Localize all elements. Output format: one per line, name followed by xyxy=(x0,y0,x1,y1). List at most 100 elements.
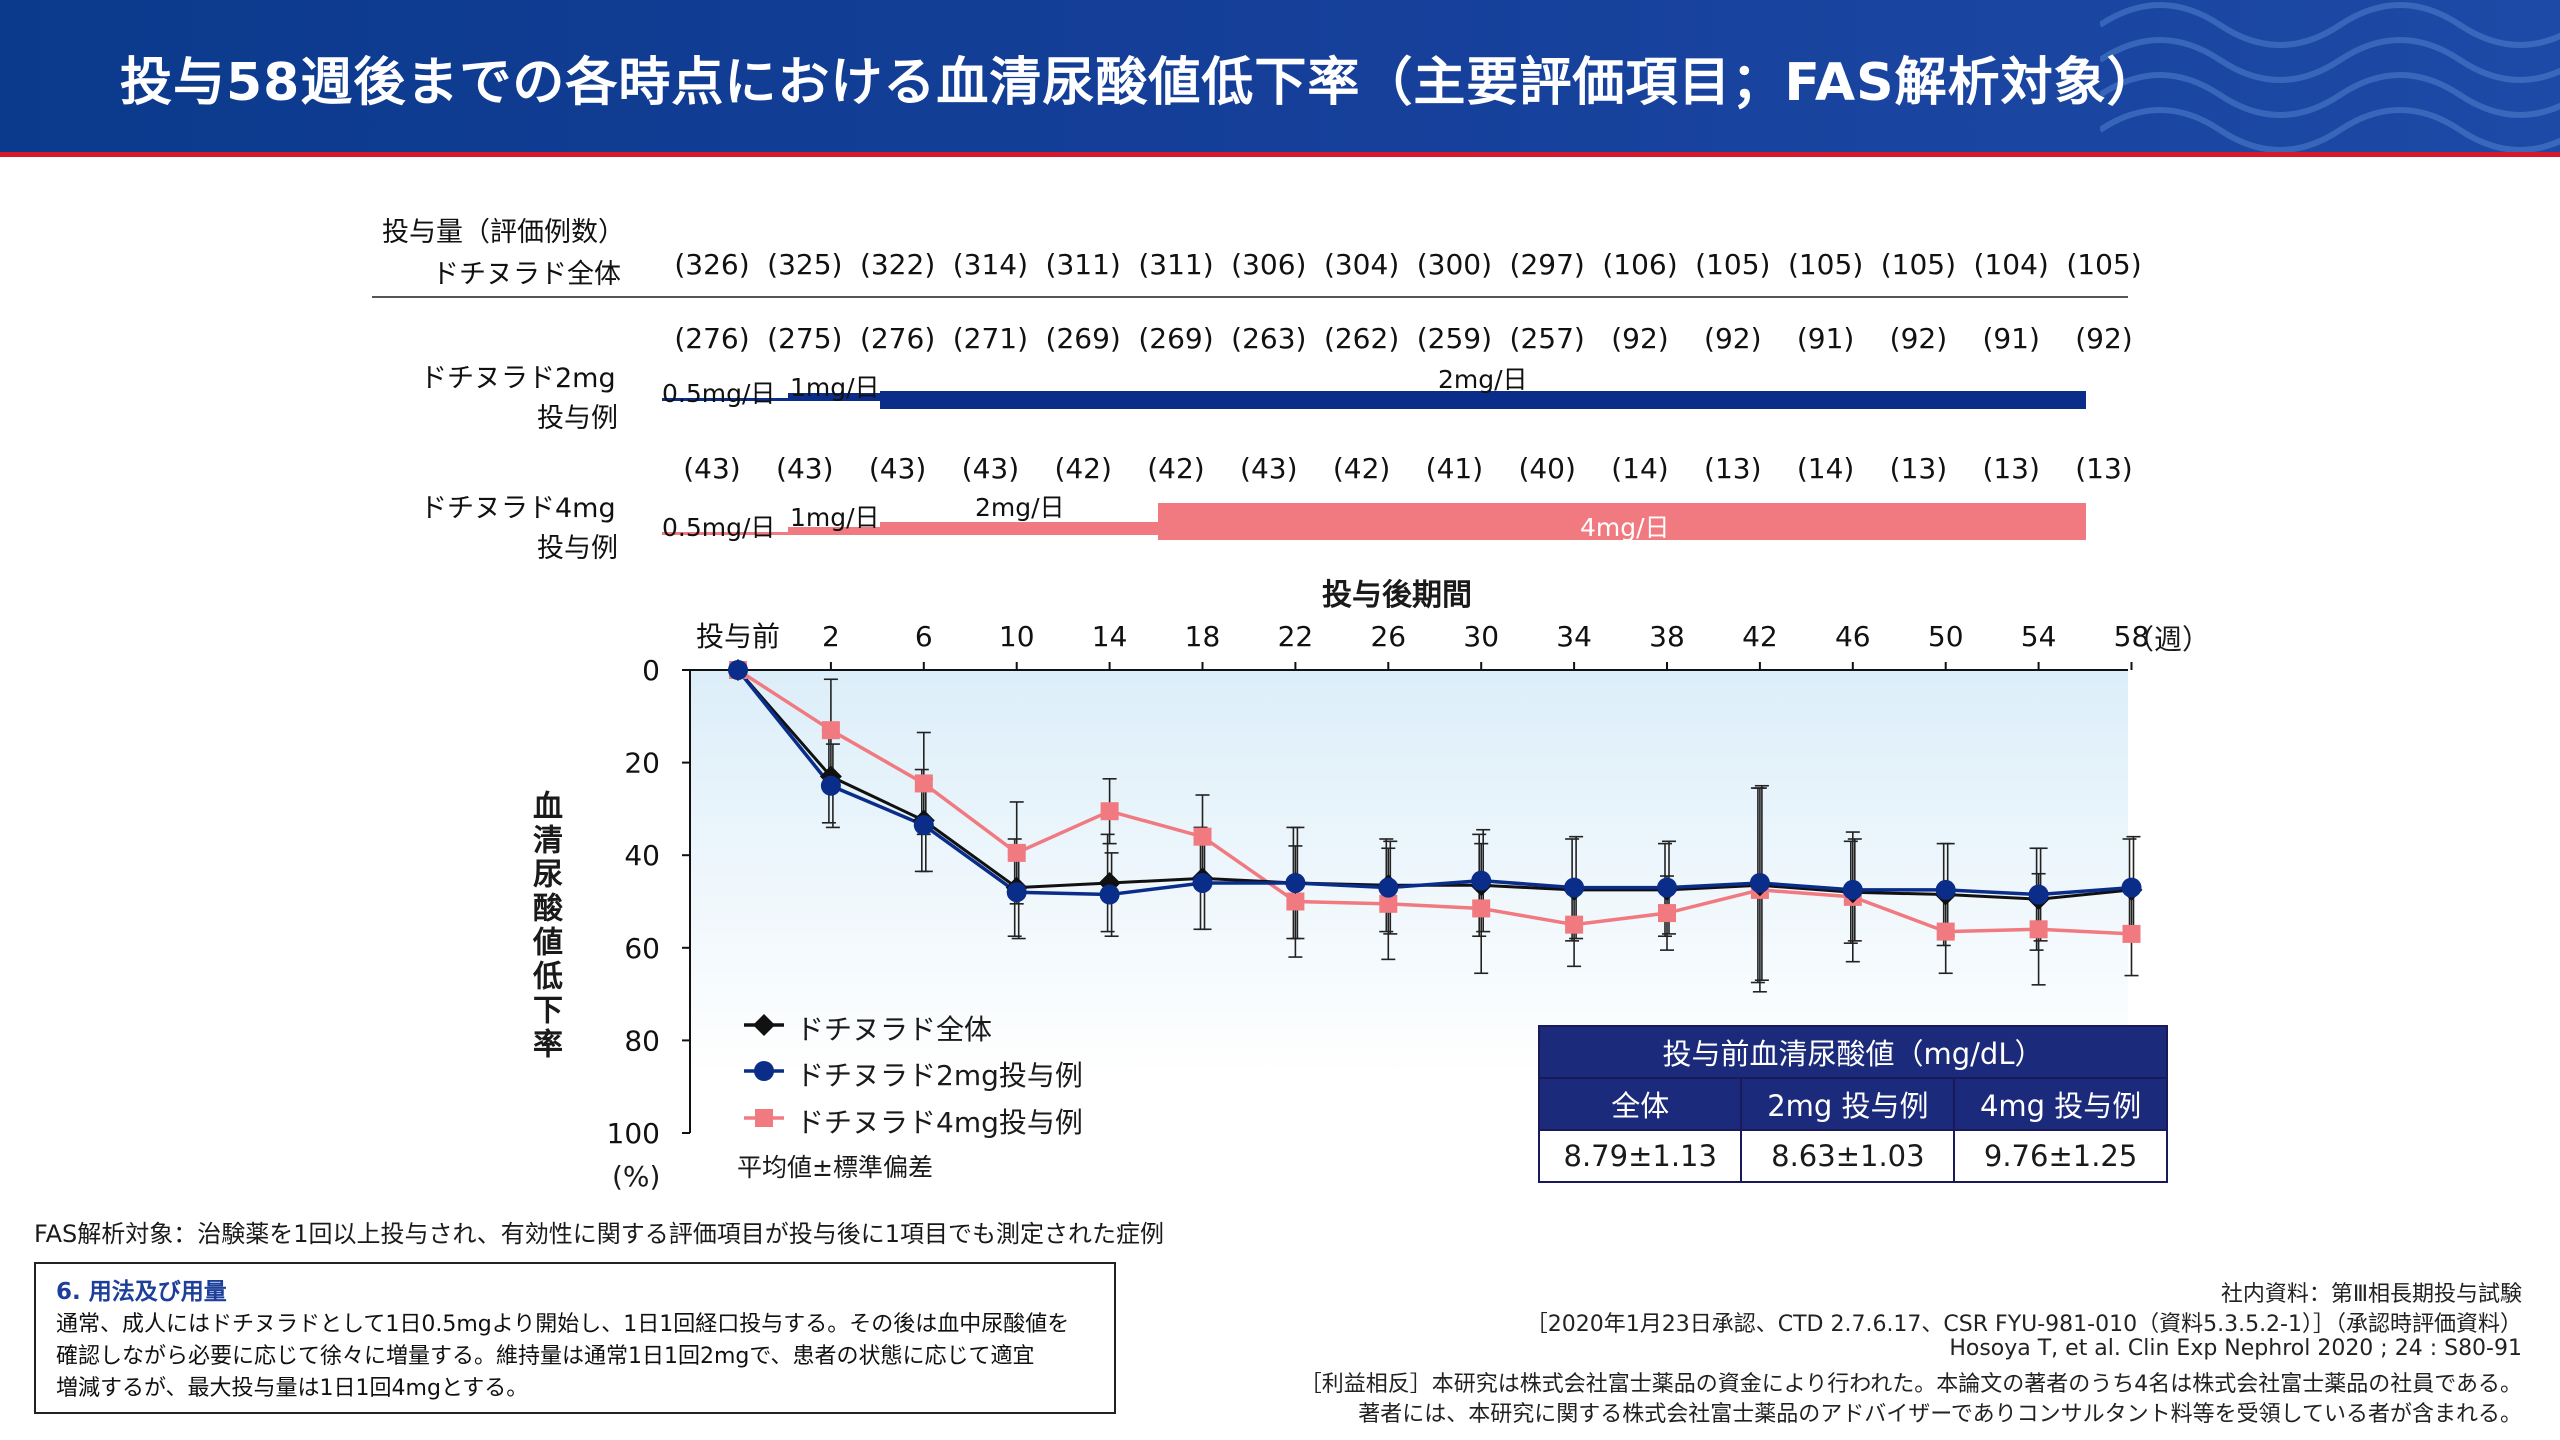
n-count-dose4: (42) xyxy=(1147,452,1205,485)
n-count-dose4: (43) xyxy=(683,452,741,485)
series-line-1 xyxy=(736,668,2132,897)
n-count-dose2: (275) xyxy=(767,322,843,355)
dose2-bar-1 xyxy=(788,393,880,401)
dose4-bar-label-2: 2mg/日 xyxy=(975,493,1065,522)
plot-background xyxy=(690,670,2128,1078)
fas-note: FAS解析対象：治験薬を1回以上投与され、有効性に関する評価項目が投与後に1項目… xyxy=(34,1220,1165,1248)
x-tick-label: 18 xyxy=(1185,620,1221,653)
reference-line: ［利益相反］本研究は株式会社富士薬品の資金により行われた。本論文の著者のうち4名… xyxy=(1299,1372,2522,1397)
data-point-2 xyxy=(914,774,933,793)
n-count-all: (105) xyxy=(1787,248,1864,281)
n-count-dose4: (40) xyxy=(1518,452,1576,485)
data-point-1 xyxy=(1378,877,1399,898)
y-axis-title: 血清尿酸値低下率 xyxy=(527,790,562,1062)
data-point-1 xyxy=(728,660,748,680)
n-table-header-line1: 投与量（評価例数） xyxy=(382,217,625,248)
reference-line: 著者には、本研究に関する株式会社富士薬品のアドバイザーでありコンサルタント料等を… xyxy=(1358,1402,2522,1427)
x-tick-label: 投与前 xyxy=(696,620,780,653)
n-count-dose2: (259) xyxy=(1416,322,1493,355)
dose2-label-line2: 投与例 xyxy=(537,403,618,434)
data-point-1 xyxy=(1657,877,1677,898)
n-count-dose4: (42) xyxy=(1332,452,1391,485)
n-count-dose4: (43) xyxy=(868,452,927,485)
n-count-all: (311) xyxy=(1138,248,1214,281)
data-point-1 xyxy=(1192,872,1213,893)
legend-label-all: ドチヌラド全体 xyxy=(796,1013,993,1046)
reference-line: 社内資料：第Ⅲ相長期投与試験 xyxy=(2220,1282,2522,1307)
n-count-all: (105) xyxy=(1880,248,1957,281)
data-point-1 xyxy=(1285,872,1306,893)
data-point-2 xyxy=(821,721,840,740)
y-axis-unit: (%) xyxy=(612,1160,661,1193)
n-count-all: (105) xyxy=(2066,248,2142,281)
x-tick-label: 34 xyxy=(1556,620,1592,653)
n-count-all: (314) xyxy=(952,248,1029,281)
n-count-all: (106) xyxy=(1602,248,1678,281)
dose2-bar-05 xyxy=(662,398,788,401)
n-count-dose2: (92) xyxy=(1889,322,1948,355)
n-count-dose4: (13) xyxy=(1704,452,1762,485)
n-count-dose4: (13) xyxy=(1982,452,2040,485)
dose4-bar-label-05: 0.5mg/日 xyxy=(662,513,776,542)
y-tick-label: 0 xyxy=(642,654,660,687)
dose2-bar-label-2: 2mg/日 xyxy=(1438,365,1528,394)
n-count-dose2: (271) xyxy=(952,322,1029,355)
n-count-dose4: (41) xyxy=(1425,452,1484,485)
data-point-1 xyxy=(1471,870,1492,891)
n-count-dose2: (269) xyxy=(1138,322,1214,355)
y-tick-label: 20 xyxy=(624,747,660,780)
dosage-line: 通常、成人にはドチヌラドとして1日0.5mgより開始し、1日1回経口投与する。そ… xyxy=(56,1312,1070,1337)
data-point-1 xyxy=(1749,872,1770,893)
n-count-all: (306) xyxy=(1231,248,1307,281)
n-count-all: (300) xyxy=(1416,248,1493,281)
dosage-line: 確認しながら必要に応じて徐々に増量する。維持量は通常1日1回2mgで、患者の状態… xyxy=(56,1344,1035,1369)
y-tick-label: 80 xyxy=(624,1024,660,1057)
n-count-dose2: (92) xyxy=(1704,322,1762,355)
y-tick-label: 100 xyxy=(607,1117,660,1150)
n-count-dose2: (263) xyxy=(1231,322,1307,355)
dose4-bar-4 xyxy=(1158,503,2086,540)
reference-line: ［2020年1月23日承認、CTD 2.7.6.17、CSR FYU-981-0… xyxy=(1525,1312,2522,1337)
n-count-dose2: (276) xyxy=(674,322,750,355)
n-count-all: (105) xyxy=(1695,248,1771,281)
n-count-dose4: (43) xyxy=(776,452,834,485)
n-count-dose2: (91) xyxy=(1982,322,2040,355)
data-point-1 xyxy=(1006,882,1027,903)
data-point-1 xyxy=(820,775,841,796)
dose4-label-line2: 投与例 xyxy=(537,533,618,564)
x-tick-label: 38 xyxy=(1649,620,1685,653)
x-tick-label: 6 xyxy=(915,620,933,653)
dosage-title: 6. 用法及び用量 xyxy=(56,1279,227,1305)
reference-line: Hosoya T, et al. Clin Exp Nephrol 2020 ;… xyxy=(1949,1336,2522,1361)
x-tick-label: 2 xyxy=(822,620,840,653)
x-tick-label: 10 xyxy=(999,620,1035,653)
x-tick-label: 14 xyxy=(1092,620,1128,653)
data-point-2 xyxy=(1658,904,1676,923)
dosage-line: 増減するが、最大投与量は1日1回4mgとする。 xyxy=(56,1376,529,1401)
x-tick-label: 26 xyxy=(1370,620,1406,653)
n-count-dose4: (13) xyxy=(2075,452,2133,485)
legend-marker-0 xyxy=(753,1014,775,1036)
x-tick-label: 42 xyxy=(1742,620,1778,653)
n-count-all: (104) xyxy=(1973,248,2049,281)
dose4-bar-label-4: 4mg/日 xyxy=(1580,513,1670,542)
baseline-value-4mg: 9.76±1.25 xyxy=(1953,1129,2168,1183)
baseline-header-all: 全体 xyxy=(1537,1077,1743,1131)
dose4-bar-05 xyxy=(662,532,788,535)
data-point-1 xyxy=(2121,877,2142,898)
wave-decoration xyxy=(2100,2,2560,152)
n-count-dose4: (42) xyxy=(1054,452,1112,485)
header-banner: 投与58週後までの各時点における血清尿酸値低下率（主要評価項目；FAS解析対象） xyxy=(0,0,2560,152)
n-count-dose2: (92) xyxy=(2075,322,2133,355)
data-point-2 xyxy=(1193,827,1212,846)
dose2-bar-label-05: 0.5mg/日 xyxy=(662,379,776,408)
dose2-label-line1: ドチヌラド2mg xyxy=(420,363,616,394)
data-point-1 xyxy=(2028,884,2049,905)
data-point-2 xyxy=(1472,899,1491,918)
legend-label-2mg: ドチヌラド2mg投与例 xyxy=(796,1059,1083,1092)
data-point-1 xyxy=(1099,884,1120,905)
x-axis-unit: （週） xyxy=(2126,623,2211,656)
n-count-all: (311) xyxy=(1045,248,1121,281)
n-count-all: (297) xyxy=(1509,248,1585,281)
